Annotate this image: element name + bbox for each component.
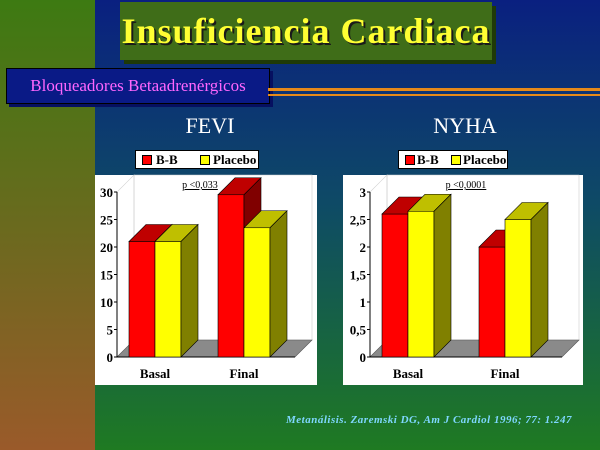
legend-swatch-bb — [405, 155, 415, 165]
legend-label-bb: B-B — [417, 152, 439, 167]
bar-placebo-side — [433, 193, 452, 358]
bar-b-b-front — [478, 246, 506, 358]
x-tick-label: Basal — [140, 366, 171, 381]
y-tick-label: 2 — [360, 240, 367, 255]
title-banner: Insuficiencia Cardiaca — [120, 2, 492, 60]
legend-label-placebo: Placebo — [463, 152, 507, 167]
legend-swatch-placebo — [451, 155, 461, 165]
bar-b-b-front — [128, 241, 156, 358]
y-tick-label: 1,5 — [350, 268, 367, 283]
bar-placebo-front — [243, 227, 271, 358]
x-tick-label: Final — [230, 366, 259, 381]
slide-title: Insuficiencia Cardiaca — [121, 11, 491, 51]
y-tick-label: 1 — [360, 295, 367, 310]
citation-footer: Metanálisis. Zaremski DG, Am J Cardiol 1… — [286, 414, 573, 426]
y-tick-label: 15 — [100, 268, 114, 283]
legend-label-bb: B-B — [156, 152, 178, 167]
y-tick-label: 2,5 — [350, 213, 367, 228]
y-tick-label: 0 — [360, 350, 367, 365]
bar-placebo-side — [530, 201, 549, 358]
slide-subtitle: Bloqueadores Betaadrenérgicos — [30, 76, 246, 95]
divider-line — [268, 94, 600, 96]
chart-title-nyha: NYHA — [433, 113, 497, 138]
bar-placebo-front — [154, 241, 182, 358]
y-tick-label: 20 — [100, 240, 113, 255]
p-value-annotation: p <0,0001 — [446, 180, 487, 191]
subtitle-banner: Bloqueadores Betaadrenérgicos — [6, 68, 270, 104]
bar-b-b-front — [381, 213, 409, 358]
bar-placebo-side — [180, 223, 199, 358]
y-tick-label: 0,5 — [350, 323, 367, 338]
x-tick-label: Final — [491, 366, 520, 381]
p-value-annotation: p <0,033 — [182, 180, 218, 191]
y-tick-label: 3 — [360, 185, 367, 200]
legend-nyha: B-B Placebo — [398, 150, 508, 169]
y-tick-label: 5 — [107, 323, 114, 338]
divider-line — [268, 88, 600, 91]
bar-placebo-front — [407, 210, 435, 358]
bar-placebo-side — [269, 210, 288, 358]
y-tick-label: 0 — [107, 350, 114, 365]
legend-fevi: B-B Placebo — [135, 150, 259, 169]
bar-placebo-front — [504, 219, 532, 358]
y-tick-label: 25 — [100, 213, 114, 228]
y-tick-label: 10 — [100, 295, 113, 310]
chart-title-fevi: FEVI — [185, 113, 235, 138]
legend-swatch-bb — [142, 155, 152, 165]
bar-b-b-front — [217, 194, 245, 358]
legend-swatch-placebo — [200, 155, 210, 165]
x-tick-label: Basal — [393, 366, 424, 381]
y-tick-label: 30 — [100, 185, 113, 200]
legend-label-placebo: Placebo — [213, 152, 257, 167]
